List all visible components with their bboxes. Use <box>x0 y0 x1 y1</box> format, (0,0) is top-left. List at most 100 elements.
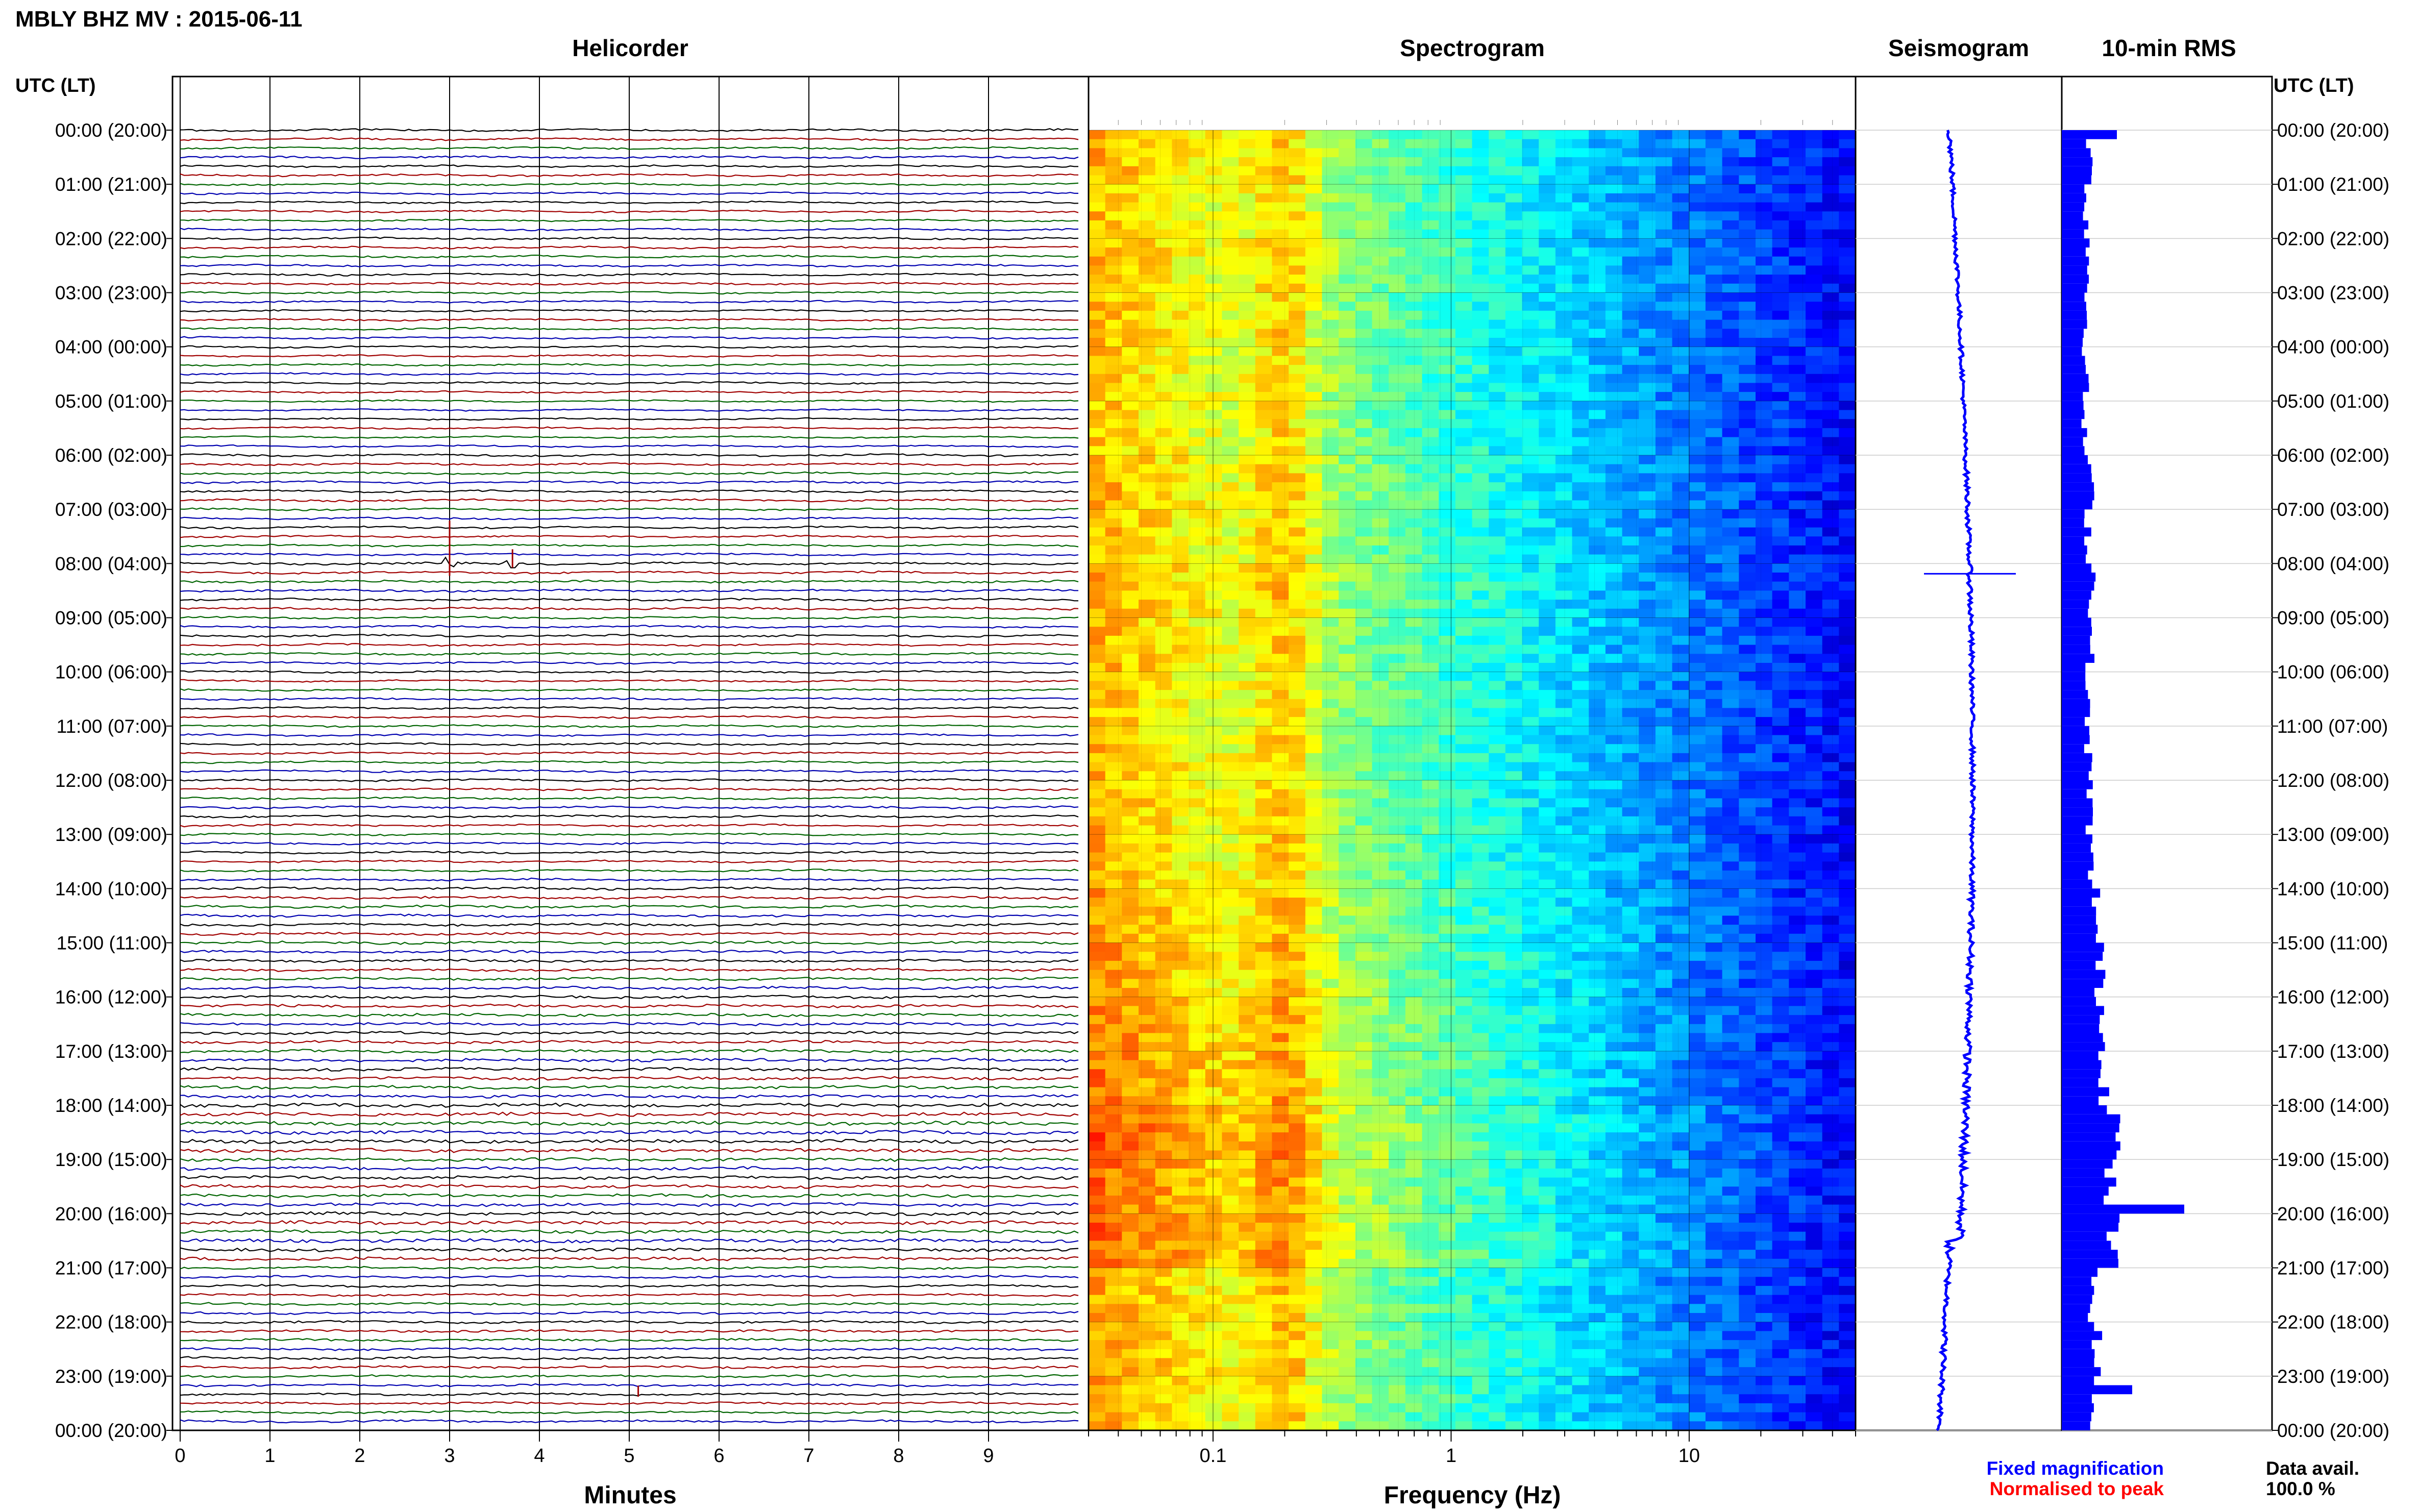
spectrogram-cell <box>1339 690 1356 700</box>
spectrogram-cell <box>1389 663 1406 673</box>
spectrogram-cell <box>1189 202 1206 212</box>
spectrogram-cell <box>1839 925 1856 934</box>
spectrogram-cell <box>1355 979 1373 988</box>
spectrogram-cell <box>1472 762 1489 772</box>
spectrogram-cell <box>1689 139 1706 148</box>
spectrogram-cell <box>1639 545 1656 555</box>
spectrogram-cell <box>1289 771 1306 781</box>
spectrogram-cell <box>1705 762 1723 772</box>
spectrogram-cell <box>1305 256 1323 266</box>
spectrogram-cell <box>1122 708 1139 717</box>
spectrogram-cell <box>1589 744 1606 754</box>
spectrogram-cell <box>1739 310 1756 320</box>
spectrogram-cell <box>1822 166 1839 176</box>
spectrogram-cell <box>1339 283 1356 293</box>
spectrogram-cell <box>1489 1033 1506 1043</box>
spectrogram-cell <box>1672 148 1689 158</box>
spectrogram-cell <box>1189 1096 1206 1106</box>
spectrogram-cell <box>1289 852 1306 862</box>
spectrogram-cell <box>1139 672 1156 681</box>
spectrogram-cell <box>1405 428 1423 438</box>
spectrogram-cell <box>1655 175 1673 185</box>
spectrogram-cell <box>1439 771 1456 781</box>
spectrogram-cell <box>1722 437 1739 447</box>
spectrogram-cell <box>1605 979 1623 988</box>
spectrogram-cell <box>1155 446 1172 456</box>
spectrogram-cell <box>1772 148 1789 158</box>
right-axis-title: UTC (LT) <box>2274 75 2354 96</box>
spectrogram-cell <box>1605 627 1623 636</box>
spectrogram-cell <box>1572 265 1589 275</box>
spectrogram-cell <box>1672 997 1689 1006</box>
spectrogram-cell <box>1705 825 1723 835</box>
spectrogram-cell <box>1155 211 1172 221</box>
spectrogram-cell <box>1555 193 1573 203</box>
spectrogram-cell <box>1422 879 1439 889</box>
spectrogram-cell <box>1822 527 1839 537</box>
spectrogram-cell <box>1639 157 1656 167</box>
spectrogram-cell <box>1455 392 1473 402</box>
spectrogram-cell <box>1822 997 1839 1006</box>
spectrogram-cell <box>1289 672 1306 681</box>
spectrogram-cell <box>1555 455 1573 465</box>
spectrogram-cell <box>1489 319 1506 329</box>
spectrogram-cell <box>1489 184 1506 194</box>
spectrogram-cell <box>1806 1096 1823 1106</box>
spectrogram-cell <box>1405 798 1423 808</box>
spectrogram-cell <box>1722 220 1739 230</box>
spectrogram-cell <box>1572 428 1589 438</box>
spectrogram-cell <box>1305 482 1323 492</box>
spectrogram-cell <box>1522 554 1539 564</box>
spectrogram-cell <box>1255 130 1272 140</box>
spectrogram-cell <box>1205 184 1222 194</box>
spectrogram-cell <box>1622 247 1639 257</box>
spectrogram-cell <box>1205 238 1222 248</box>
spectrogram-cell <box>1739 166 1756 176</box>
spectrogram-cell <box>1689 681 1706 690</box>
spectrogram-cell <box>1172 365 1189 375</box>
spectrogram-cell <box>1272 933 1289 944</box>
spectrogram-cell <box>1389 356 1406 365</box>
helicorder-title: Helicorder <box>572 35 688 61</box>
spectrogram-cell <box>1605 455 1623 465</box>
spectrogram-cell <box>1205 988 1222 998</box>
spectrogram-cell <box>1739 346 1756 356</box>
spectrogram-cell <box>1605 338 1623 348</box>
spectrogram-cell <box>1489 554 1506 564</box>
spectrogram-cell <box>1139 1069 1156 1079</box>
spectrogram-cell <box>1589 518 1606 528</box>
spectrogram-cell <box>1789 302 1806 311</box>
spectrogram-cell <box>1639 925 1656 934</box>
spectrogram-cell <box>1655 861 1673 871</box>
spectrogram-cell <box>1822 1042 1839 1052</box>
spectrogram-cell <box>1355 275 1373 284</box>
spectrogram-cell <box>1489 193 1506 203</box>
spectrogram-cell <box>1839 1024 1856 1034</box>
spectrogram-cell <box>1672 952 1689 961</box>
spectrogram-cell <box>1472 1078 1489 1088</box>
spectrogram-cell <box>1305 807 1323 817</box>
spectrogram-cell <box>1339 1096 1356 1106</box>
spectrogram-cell <box>1822 906 1839 916</box>
spectrogram-cell <box>1205 979 1222 988</box>
spectrogram-cell <box>1605 898 1623 907</box>
spectrogram-cell <box>1622 365 1639 375</box>
spectrogram-cell <box>1639 148 1656 158</box>
spectrogram-cell <box>1139 1042 1156 1052</box>
spectrogram-cell <box>1572 1078 1589 1088</box>
spectrogram-cell <box>1139 834 1156 844</box>
spectrogram-cell <box>1255 211 1272 221</box>
spectrogram-cell <box>1205 771 1222 781</box>
spectrogram-cell <box>1405 437 1423 447</box>
spectrogram-cell <box>1389 1024 1406 1034</box>
spectrogram-cell <box>1305 744 1323 754</box>
spectrogram-cell <box>1806 446 1823 456</box>
spectrogram-cell <box>1522 536 1539 546</box>
spectrogram-cell <box>1289 1096 1306 1106</box>
spectrogram-cell <box>1255 346 1272 356</box>
spectrogram-cell <box>1405 600 1423 609</box>
spectrogram-cell <box>1539 717 1556 727</box>
spectrogram-cell <box>1555 130 1573 140</box>
spectrogram-cell <box>1239 536 1256 546</box>
spectrogram-cell <box>1372 175 1389 185</box>
